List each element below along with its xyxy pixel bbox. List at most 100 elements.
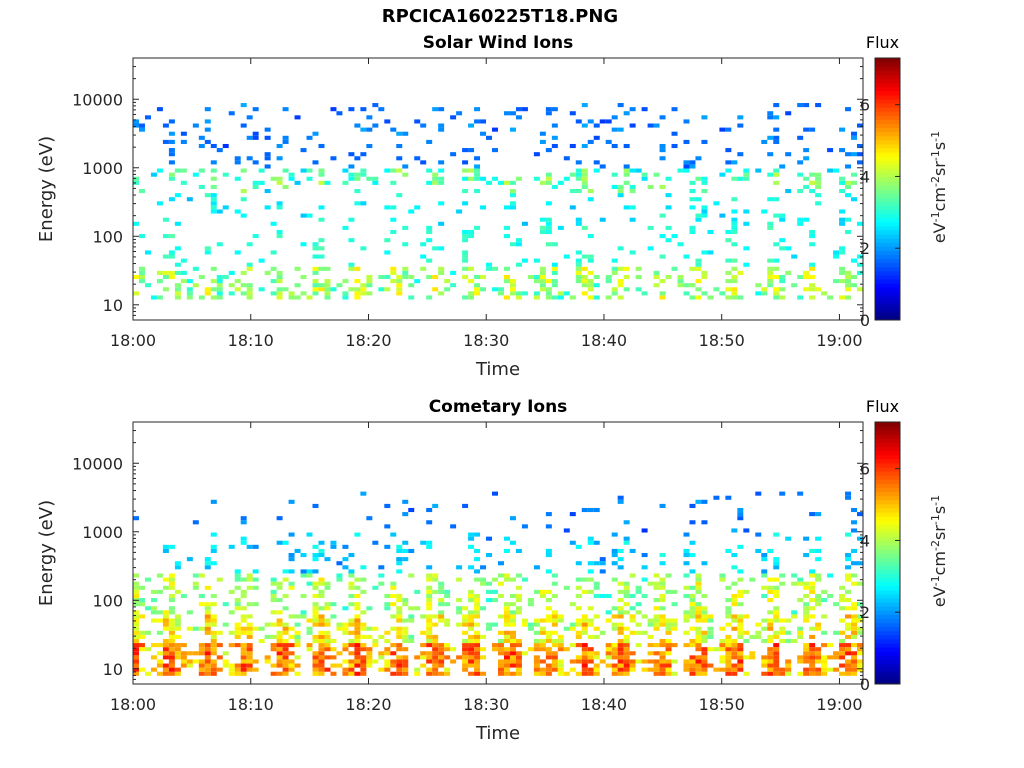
flux-cell — [779, 217, 786, 222]
flux-cell — [599, 164, 606, 169]
flux-cell — [563, 176, 570, 181]
flux-cell — [366, 279, 373, 284]
flux-cell — [492, 622, 498, 627]
flux-cell — [731, 229, 738, 235]
flux-cell — [569, 295, 576, 300]
flux-cell — [348, 217, 355, 222]
flux-cell — [444, 279, 451, 284]
flux-cell — [204, 246, 211, 251]
flux-cell — [318, 246, 325, 251]
flux-cell — [839, 638, 846, 644]
flux-cell — [515, 651, 522, 656]
flux-cell — [420, 123, 427, 128]
flux-cell — [503, 606, 510, 611]
flux-cell — [264, 622, 271, 627]
flux-cell — [803, 655, 810, 660]
flux-cell — [282, 135, 289, 140]
flux-cell — [629, 205, 636, 210]
flux-cell — [498, 651, 504, 656]
flux-cell — [719, 655, 726, 660]
flux-cell — [192, 520, 199, 525]
flux-cell — [845, 279, 852, 284]
flux-cell — [234, 643, 241, 648]
flux-cell — [557, 647, 564, 652]
flux-cell — [557, 225, 564, 230]
flux-cell — [462, 189, 469, 194]
flux-cell — [276, 622, 283, 627]
flux-cell — [659, 581, 666, 586]
flux-cell — [629, 614, 636, 619]
flux-cell — [509, 643, 516, 648]
flux-cell — [809, 614, 816, 619]
flux-cell — [725, 287, 732, 292]
flux-cell — [240, 667, 247, 672]
flux-cell — [300, 569, 307, 574]
flux-cell — [318, 172, 325, 177]
flux-cell — [426, 634, 433, 639]
colorbar-step — [875, 471, 900, 476]
flux-cell — [162, 614, 169, 619]
flux-cell — [617, 246, 624, 251]
flux-cell — [462, 503, 469, 508]
flux-cell — [695, 663, 702, 668]
colorbar-step — [875, 614, 900, 619]
colorbar-step — [875, 197, 900, 202]
flux-cell — [659, 651, 666, 656]
flux-cell — [695, 602, 702, 607]
flux-cell — [408, 548, 415, 553]
flux-cell — [252, 135, 259, 140]
flux-cell — [689, 160, 696, 165]
flux-cell — [845, 491, 852, 496]
flux-cell — [563, 647, 570, 652]
flux-cell — [671, 643, 678, 648]
flux-cell — [288, 663, 295, 668]
flux-cell — [168, 585, 175, 590]
flux-cell — [342, 626, 349, 631]
flux-cell — [162, 610, 169, 615]
flux-cell — [276, 516, 283, 521]
flux-cell — [408, 209, 415, 214]
flux-cell — [845, 577, 852, 582]
flux-cell — [468, 536, 475, 541]
flux-cell — [174, 647, 181, 652]
flux-cell — [629, 184, 636, 189]
flux-cell — [635, 266, 642, 271]
flux-cell — [390, 671, 397, 676]
flux-cell — [133, 123, 139, 128]
flux-cell — [288, 585, 295, 590]
flux-cell — [623, 589, 630, 594]
colorbar-title: Flux — [866, 33, 899, 52]
flux-cell — [689, 667, 696, 672]
colorbar-step — [875, 454, 900, 460]
flux-cell — [857, 647, 863, 652]
flux-cell — [168, 148, 175, 153]
flux-cell — [426, 507, 433, 513]
flux-cell — [198, 647, 205, 652]
flux-cell — [270, 598, 277, 603]
flux-cell — [659, 622, 666, 627]
flux-cell — [557, 643, 564, 648]
flux-cell — [689, 610, 696, 615]
flux-cell — [198, 135, 205, 140]
colorbar-step — [875, 86, 900, 92]
flux-cell — [396, 557, 403, 562]
flux-cell — [348, 172, 355, 177]
flux-cell — [348, 569, 355, 574]
flux-cell — [192, 573, 199, 578]
flux-cell — [593, 651, 600, 656]
flux-cell — [270, 634, 277, 639]
flux-cell — [581, 103, 588, 108]
flux-cell — [276, 279, 283, 284]
flux-cell — [641, 659, 648, 664]
flux-cell — [611, 663, 618, 668]
flux-cell — [432, 638, 439, 644]
flux-cell — [797, 634, 804, 639]
flux-cell — [695, 643, 702, 648]
flux-cell — [426, 589, 433, 594]
flux-cell — [390, 205, 397, 210]
flux-cell — [623, 667, 630, 672]
flux-cell — [324, 279, 331, 284]
flux-cell — [228, 291, 235, 296]
flux-cell — [468, 671, 475, 676]
flux-cell — [180, 258, 187, 263]
